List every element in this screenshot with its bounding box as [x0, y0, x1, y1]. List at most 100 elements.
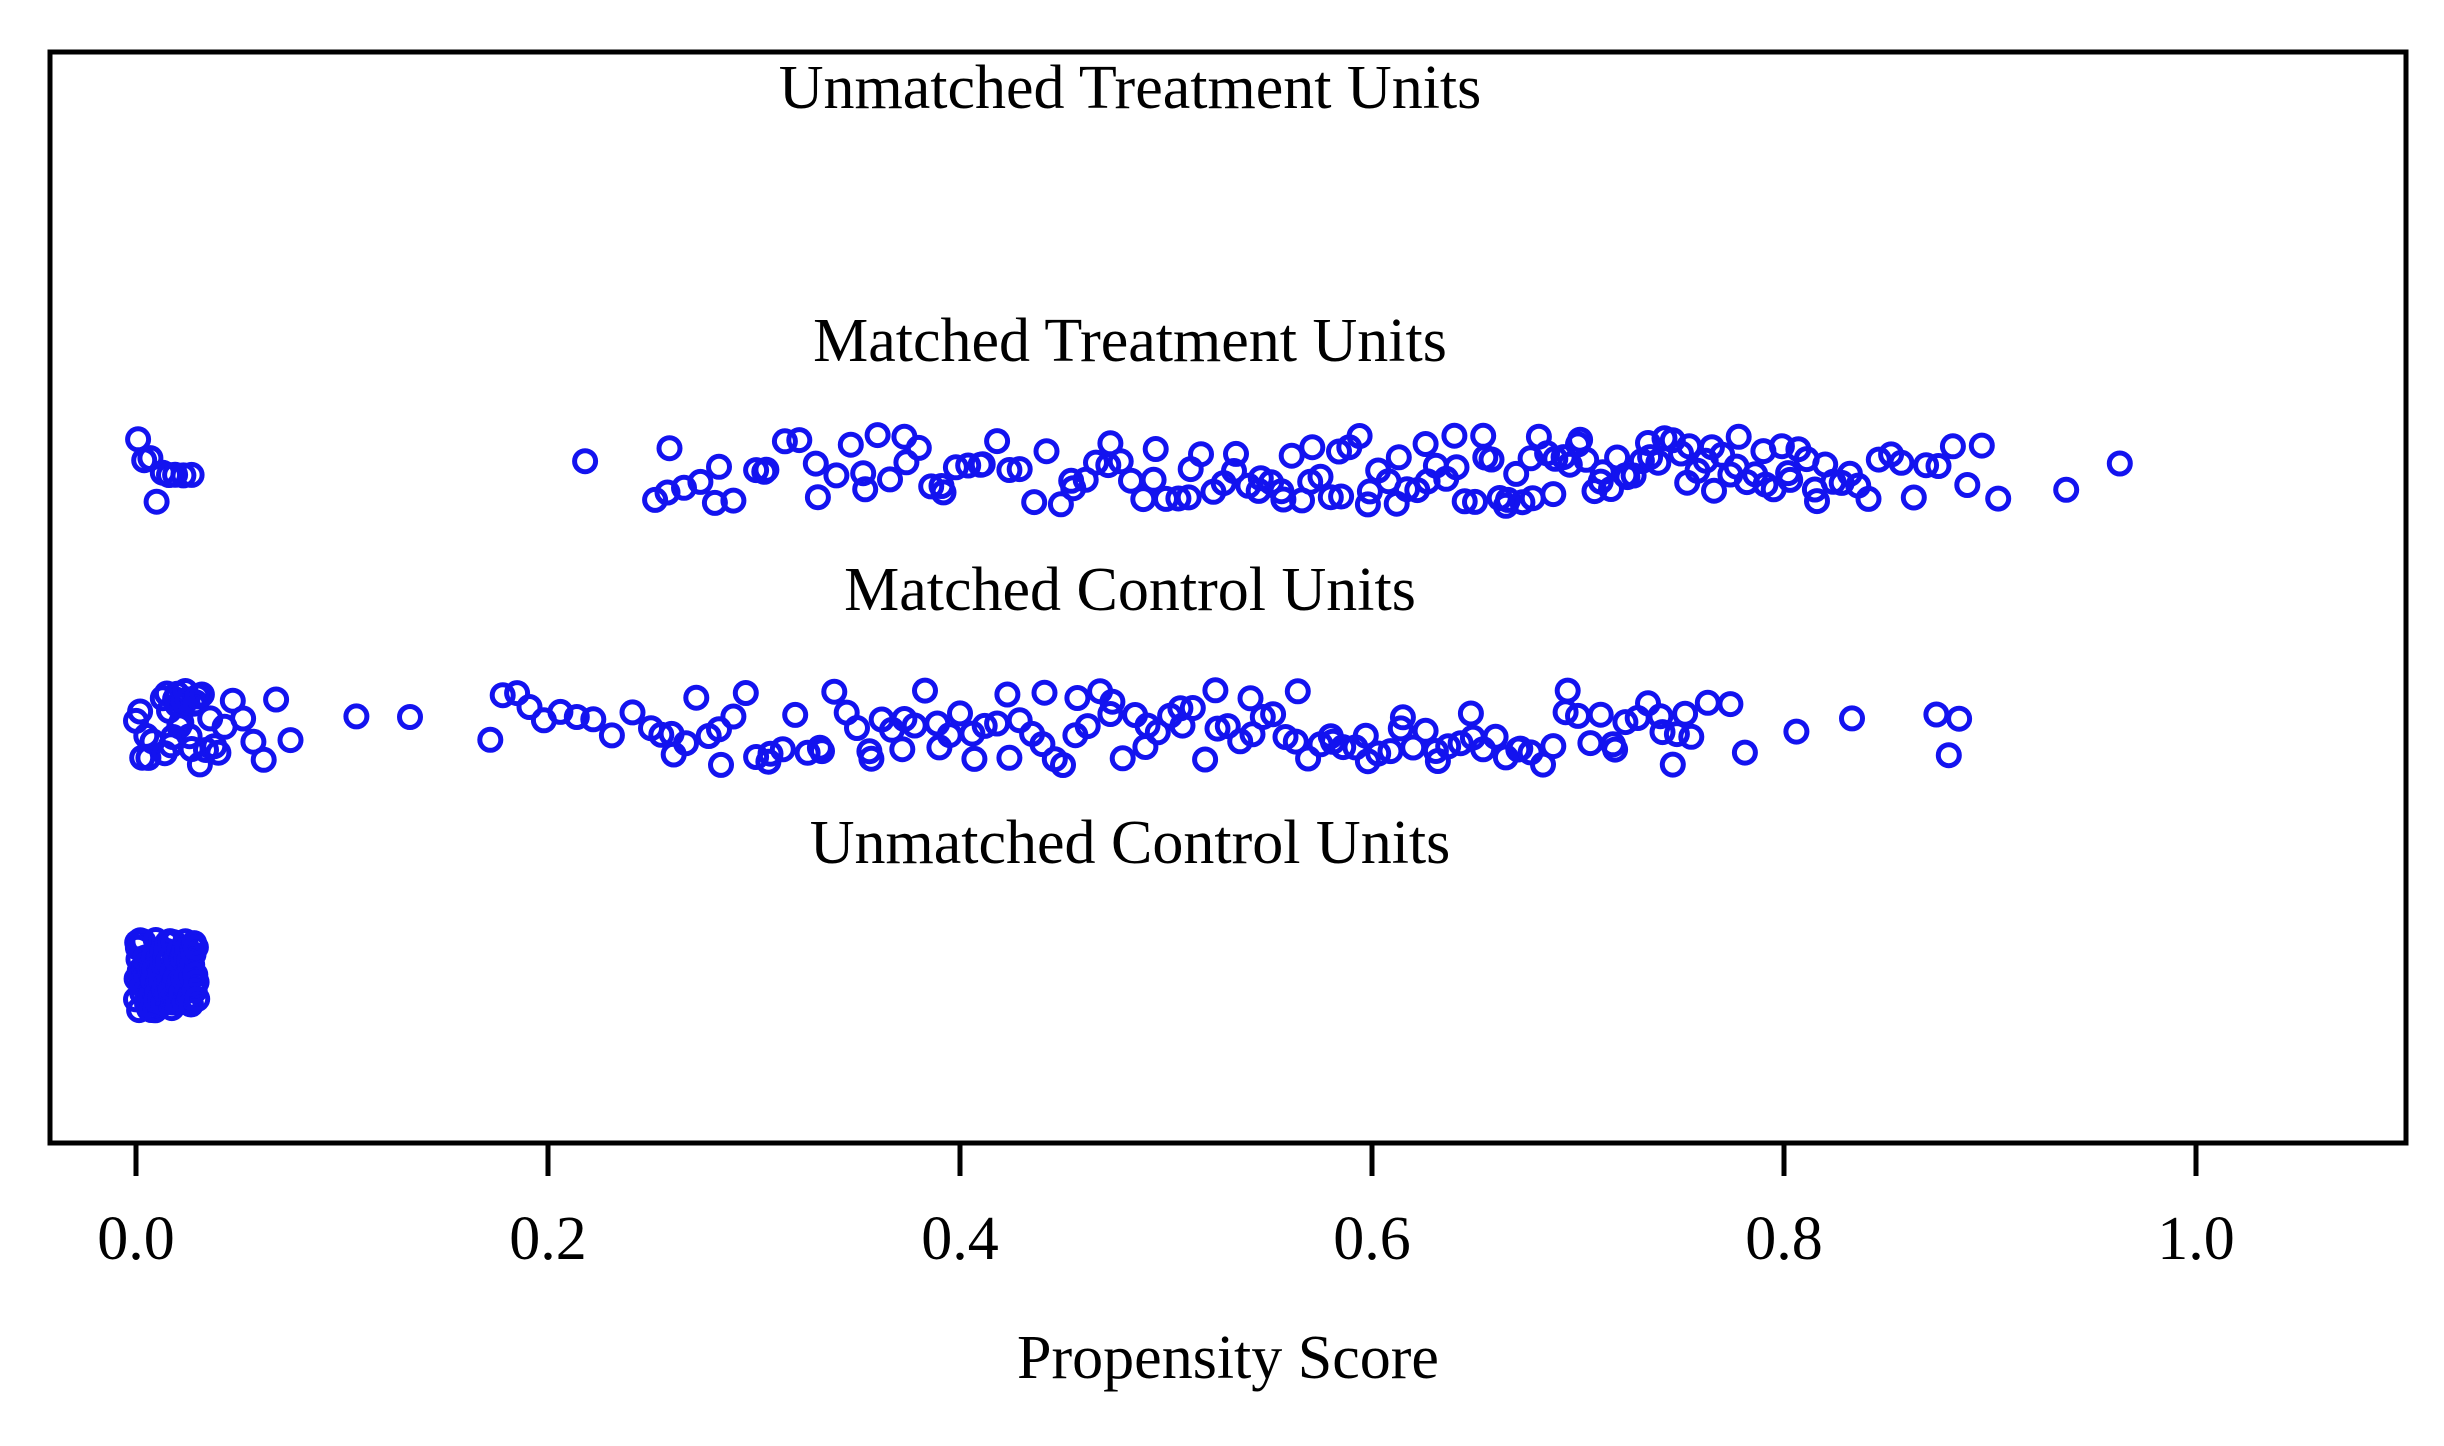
data-point: [1451, 488, 1478, 515]
data-point: [804, 484, 831, 511]
scatter-points-layer: [123, 422, 2133, 1024]
data-point: [183, 969, 210, 996]
data-point: [1099, 688, 1126, 715]
data-point: [1540, 481, 1567, 508]
data-point: [186, 751, 213, 778]
data-point: [2106, 450, 2133, 477]
data-point: [184, 986, 211, 1012]
data-point: [1278, 442, 1305, 469]
data-point: [547, 698, 574, 725]
data-point: [1223, 440, 1249, 467]
data-point: [877, 466, 903, 493]
data-point: [1175, 484, 1202, 511]
data-point: [1540, 733, 1567, 760]
data-point: [1678, 723, 1705, 750]
data-point: [1299, 434, 1326, 461]
data-point: [654, 479, 681, 506]
data-point: [1140, 466, 1167, 493]
data-point: [1284, 678, 1311, 705]
data-point: [1006, 456, 1033, 483]
data-point: [1602, 736, 1629, 763]
data-point: [1612, 709, 1639, 736]
data-point: [178, 461, 205, 488]
points-group-1: [125, 422, 2133, 519]
data-point: [563, 704, 590, 730]
data-point: [947, 700, 973, 727]
data-point: [1330, 734, 1357, 761]
data-point: [1352, 722, 1379, 749]
data-point: [648, 721, 675, 748]
group-label-unmatched-treatment: Unmatched Treatment Units: [778, 54, 1482, 122]
data-point: [720, 487, 747, 514]
data-point: [250, 746, 277, 773]
data-point: [687, 468, 714, 495]
x-tick-label: 0.8: [1745, 1205, 1823, 1273]
data-point: [912, 677, 938, 704]
data-point: [706, 716, 732, 743]
data-point: [1083, 449, 1109, 476]
data-point: [1777, 466, 1804, 493]
data-point: [572, 448, 599, 475]
data-point: [1672, 700, 1699, 727]
data-point: [1923, 701, 1950, 728]
data-point: [1939, 433, 1966, 460]
data-point: [753, 456, 780, 483]
data-point: [127, 698, 154, 725]
data-point: [852, 476, 879, 503]
data-point: [1050, 752, 1076, 778]
data-point: [1221, 458, 1247, 484]
data-point: [1855, 485, 1882, 512]
data-point: [1033, 438, 1060, 465]
data-point: [1478, 446, 1505, 473]
data-point: [1422, 738, 1449, 764]
data-point: [1645, 449, 1672, 476]
data-point: [1783, 718, 1810, 745]
data-point: [619, 699, 646, 726]
x-tick-label: 0.0: [97, 1205, 175, 1273]
data-point: [1717, 691, 1744, 718]
data-point: [905, 434, 932, 461]
data-point: [1356, 478, 1383, 505]
data-point: [769, 736, 796, 763]
data-point: [178, 991, 204, 1018]
data-point: [786, 427, 813, 454]
data-point: [1598, 476, 1624, 502]
data-point: [182, 934, 209, 961]
data-point: [1495, 486, 1521, 513]
data-point: [971, 712, 998, 739]
data-point: [1503, 460, 1530, 487]
data-point: [1935, 742, 1962, 769]
data-point: [1457, 700, 1484, 727]
data-point: [1839, 705, 1865, 732]
data-point: [277, 727, 304, 754]
data-point: [1913, 452, 1940, 479]
data-point: [1554, 677, 1581, 704]
data-point: [1047, 491, 1074, 518]
data-point: [1647, 703, 1674, 730]
data-point: [683, 684, 710, 711]
data-point: [1768, 433, 1795, 460]
data-point: [969, 451, 996, 478]
x-tick-label: 1.0: [2157, 1205, 2235, 1273]
data-point: [837, 431, 864, 458]
data-point: [188, 681, 215, 708]
data-point: [930, 479, 957, 506]
x-tick-label: 0.6: [1333, 1205, 1411, 1273]
data-point: [1389, 704, 1416, 731]
data-point: [996, 744, 1023, 771]
data-point: [794, 739, 821, 766]
data-point: [1328, 483, 1355, 510]
data-point: [1412, 431, 1439, 457]
data-point: [1573, 446, 1600, 473]
data-point: [955, 452, 982, 479]
points-group-2: [123, 677, 1973, 778]
data-point: [757, 740, 784, 767]
data-point: [918, 473, 945, 500]
data-point: [996, 457, 1023, 483]
data-point: [1925, 453, 1952, 479]
data-point: [1587, 701, 1614, 728]
data-point: [1387, 715, 1414, 742]
data-point: [1731, 739, 1758, 766]
